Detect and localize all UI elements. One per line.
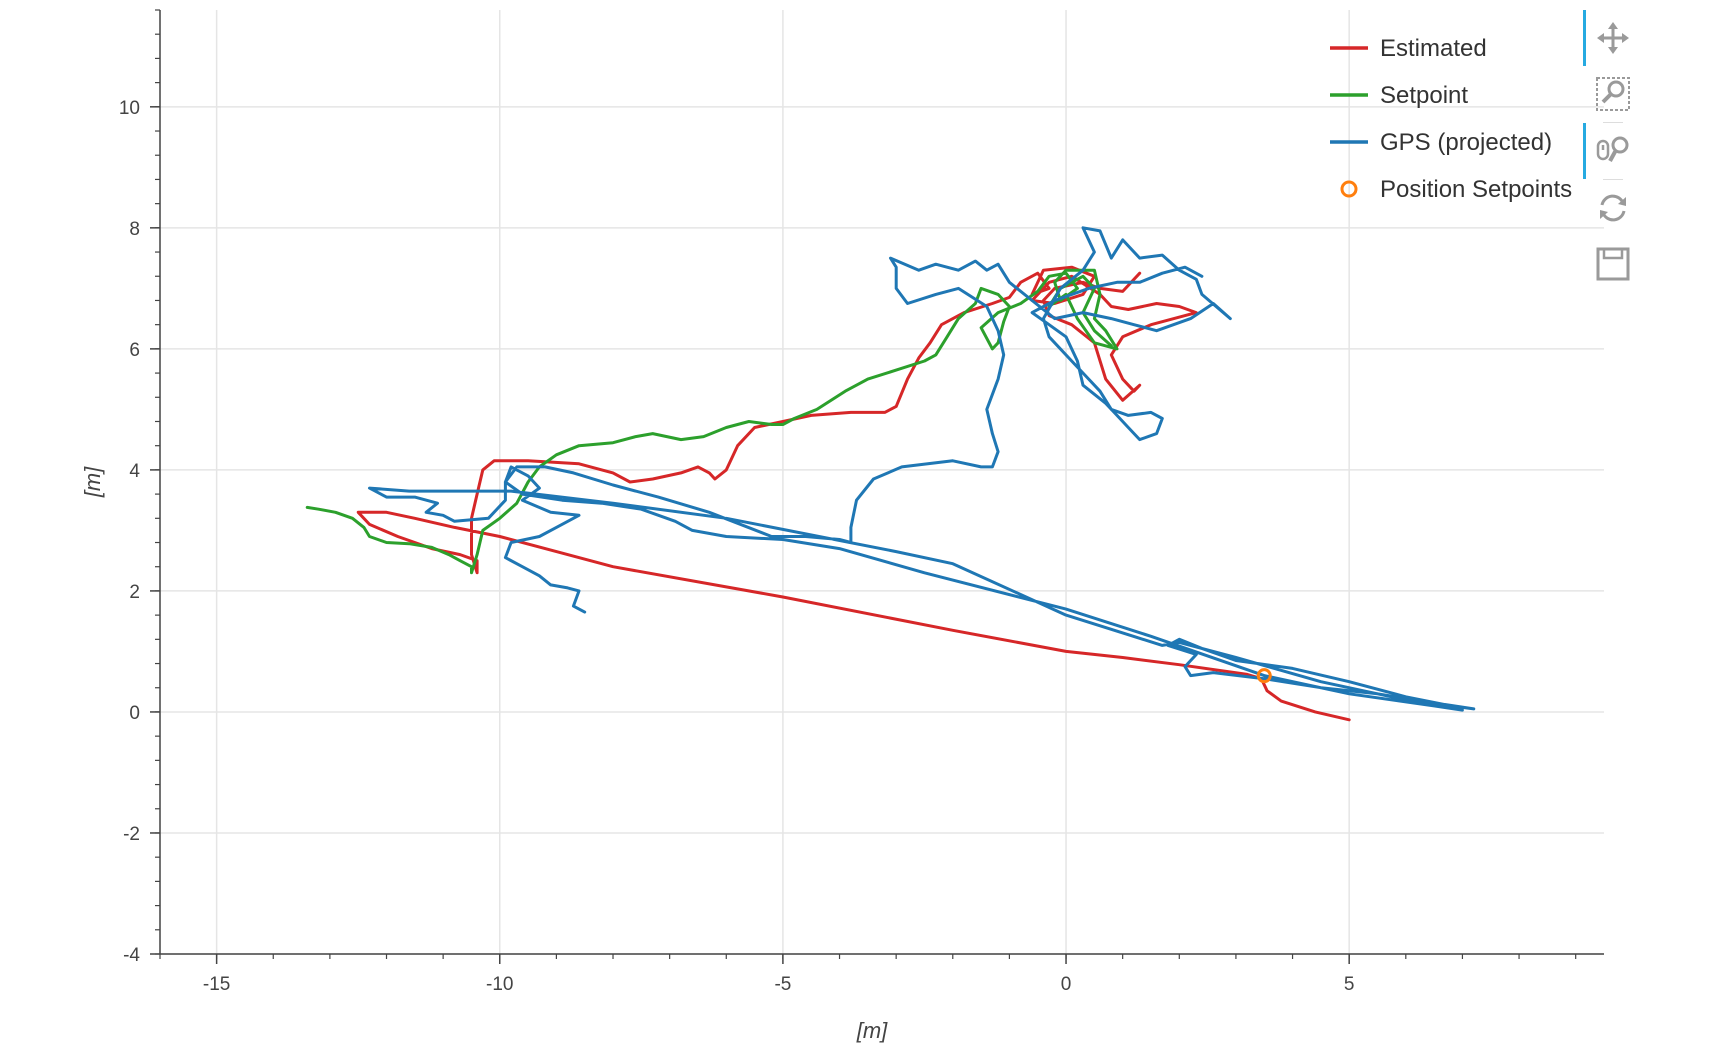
reset-tool-button[interactable] [1588, 180, 1638, 236]
x-tick-label: -15 [203, 974, 230, 995]
series-lines [305, 226, 1476, 722]
legend-label: Estimated [1380, 35, 1487, 62]
x-axis-label: [m] [856, 1018, 888, 1043]
legend-label: GPS (projected) [1380, 129, 1552, 156]
y-axis-label: [m] [80, 466, 105, 498]
reset-icon [1600, 194, 1626, 222]
chart-toolbar [1583, 10, 1638, 292]
legend-item-gps-projected[interactable]: GPS (projected) [1330, 129, 1552, 156]
y-tick-label: -2 [123, 824, 140, 845]
x-tick-label: -5 [774, 974, 791, 995]
legend[interactable]: Estimated Setpoint GPS (projected) Position… [1330, 35, 1572, 203]
wheel-zoom-tool-button[interactable] [1583, 123, 1638, 179]
series-point-position-setpoints [1256, 668, 1272, 684]
legend-item-estimated[interactable]: Estimated [1330, 35, 1487, 62]
legend-label: Setpoint [1380, 82, 1468, 109]
save-icon [1596, 247, 1630, 281]
x-tick-label: 0 [1061, 974, 1072, 995]
y-tick-label: 4 [129, 461, 140, 482]
y-tick-label: 2 [129, 582, 140, 603]
y-tick-label: 0 [129, 703, 140, 724]
legend-item-setpoint[interactable]: Setpoint [1330, 82, 1468, 109]
y-tick-label: 10 [119, 98, 140, 119]
pan-tool-button[interactable] [1583, 10, 1638, 66]
wheel-zoom-icon [1596, 136, 1629, 162]
y-tick-label: 6 [129, 340, 140, 361]
toolbar-separator [1603, 122, 1623, 123]
legend-item-position-setpoints[interactable]: Position Setpoints [1340, 176, 1572, 203]
series-line-gps-projected [368, 226, 1476, 712]
series-line-setpoint [305, 268, 1119, 575]
pan-icon [1597, 22, 1629, 54]
save-tool-button[interactable] [1588, 236, 1638, 292]
box-zoom-tool-button[interactable] [1588, 66, 1638, 122]
box-zoom-icon [1596, 77, 1630, 111]
y-tick-label: 8 [129, 219, 140, 240]
y-tick-label: -4 [123, 945, 140, 966]
x-tick-label: -10 [486, 974, 513, 995]
x-tick-label: 5 [1344, 974, 1355, 995]
series-line-estimated [356, 265, 1351, 722]
toolbar-separator [1603, 179, 1623, 180]
legend-label: Position Setpoints [1380, 176, 1572, 203]
axes: -15 -10 -5 0 5 -4 -2 0 2 4 6 8 10 [119, 9, 1604, 995]
legend-swatch [1340, 180, 1358, 198]
